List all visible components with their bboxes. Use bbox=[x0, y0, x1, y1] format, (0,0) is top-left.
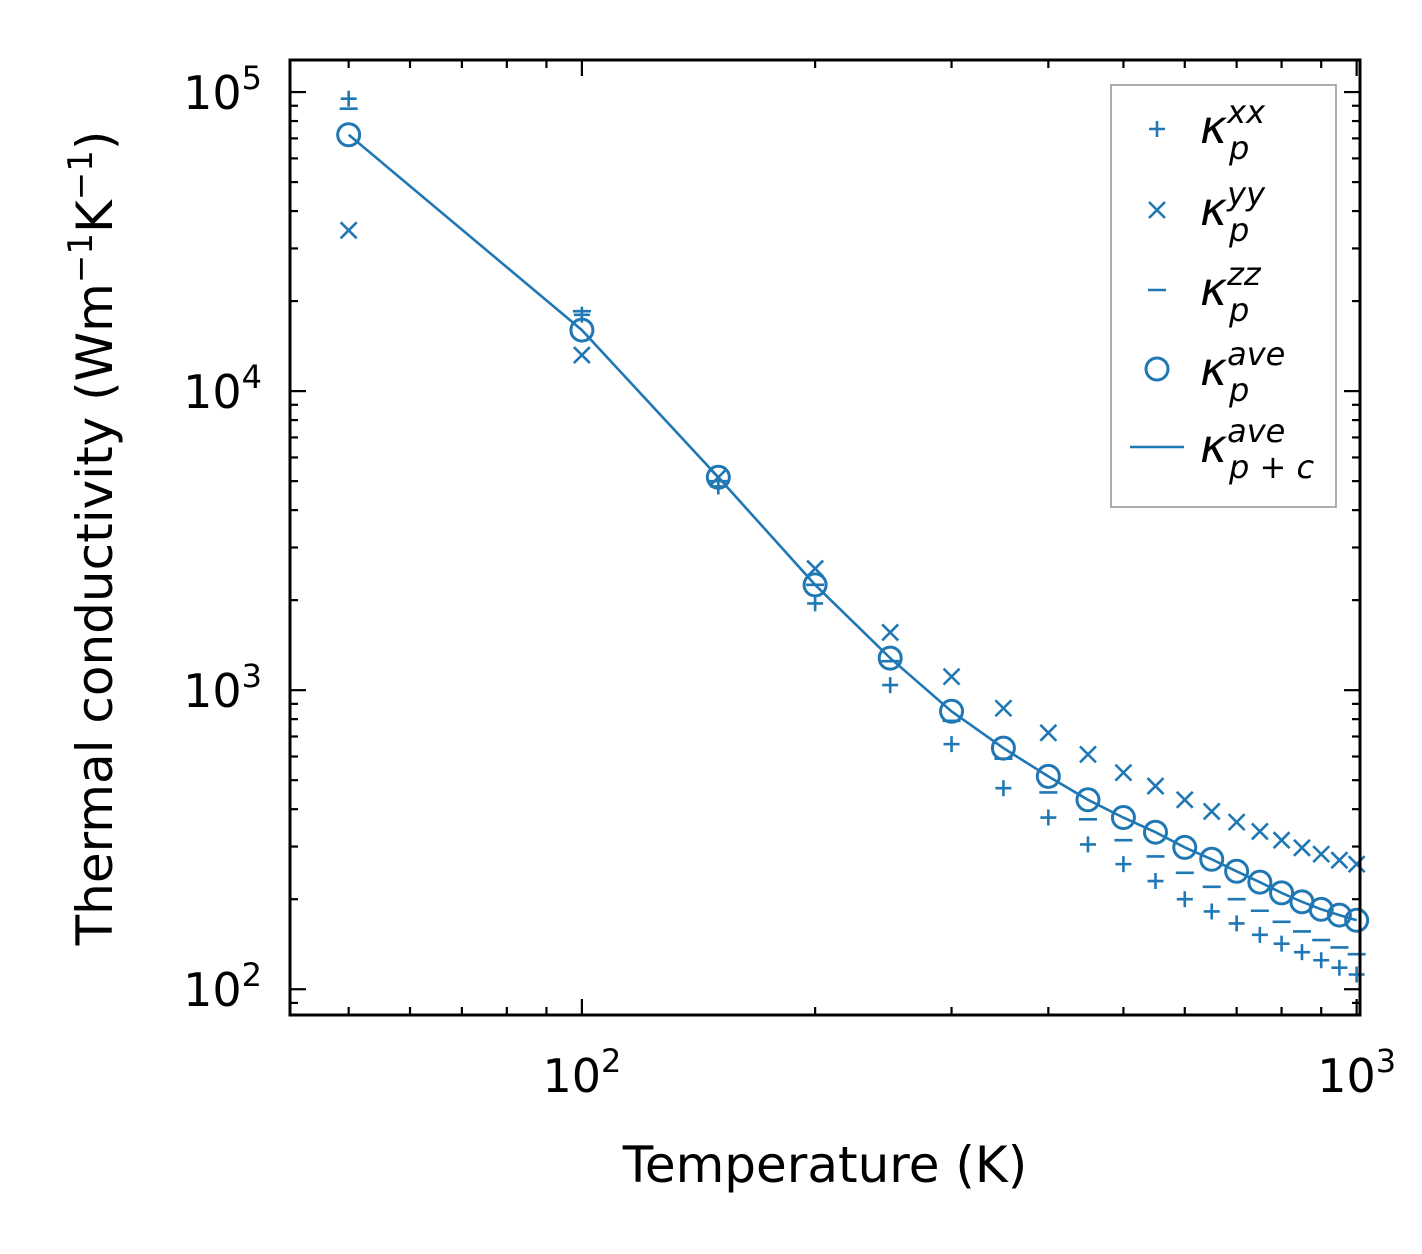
kappa_p_xx-point bbox=[882, 677, 899, 694]
series-kappa_p_ave bbox=[336, 122, 1370, 933]
kappa_p_ave-point bbox=[1199, 846, 1225, 872]
legend-label-kappa-p-zz: κzz p bbox=[1200, 255, 1262, 329]
kappa_p_ave-point bbox=[1308, 896, 1334, 922]
kappa_p_ave-point bbox=[939, 698, 965, 724]
kappa_p_xx-point bbox=[1293, 944, 1310, 961]
kappa_p_yy-point bbox=[1250, 822, 1269, 841]
y-axis-title-mid: K bbox=[66, 199, 124, 233]
kappa_p_yy-point bbox=[1039, 723, 1058, 742]
kappa_p_xx-point bbox=[943, 736, 960, 753]
kappa_p_yy-point bbox=[1293, 838, 1311, 857]
kappa_p_ave-point bbox=[569, 317, 595, 343]
kappa_p_plus_c_ave-line bbox=[347, 133, 1358, 922]
kappa_p_xx-point bbox=[1251, 926, 1268, 943]
kappa_p_ave-point bbox=[1172, 834, 1198, 860]
y-axis-title-base: Thermal conductivity (Wm bbox=[66, 283, 124, 946]
kappa_p_xx-point bbox=[1115, 856, 1132, 873]
kappa_p_yy-point bbox=[1114, 763, 1133, 782]
kappa_p_yy-point bbox=[881, 623, 900, 642]
plot-frame bbox=[288, 58, 1362, 1017]
kappa_p_ave-point bbox=[1247, 869, 1273, 895]
y-axis-title-end: ) bbox=[66, 131, 124, 151]
kappa_p_xx-point bbox=[1273, 935, 1290, 952]
kappa_p_yy-point bbox=[572, 346, 591, 364]
kappa_p_ave-point bbox=[802, 572, 828, 598]
legend-symbol-x bbox=[1148, 201, 1166, 219]
kappa_p_ave-point bbox=[877, 645, 903, 671]
legend-label-kappa-p-ave: κave p bbox=[1200, 335, 1285, 409]
kappa_p_xx-point bbox=[1348, 966, 1365, 983]
y-tick-label: 105 bbox=[183, 59, 262, 120]
kappa_p_yy-point bbox=[1202, 802, 1221, 821]
kappa_p_ave-point bbox=[1326, 902, 1352, 928]
kappa_p_yy-point bbox=[994, 699, 1013, 718]
kappa_p_xx-point bbox=[1176, 891, 1193, 908]
y-tick-label: 102 bbox=[183, 956, 262, 1017]
kappa_p_xx-point bbox=[1147, 873, 1164, 890]
kappa_p_yy-point bbox=[1227, 813, 1246, 832]
y-axis-title: Thermal conductivity (Wm−1K−1) bbox=[61, 131, 124, 947]
kappa_p_xx-point bbox=[340, 90, 357, 107]
kappa_p_xx-point bbox=[1331, 959, 1348, 976]
kappa_p_yy-point bbox=[1330, 851, 1349, 870]
kappa_p_ave-point bbox=[705, 464, 731, 490]
x-tick-label: 102 bbox=[542, 1042, 621, 1103]
kappa_p_xx-point bbox=[807, 595, 824, 612]
kappa_p_ave-point bbox=[1344, 907, 1370, 933]
kappa_p_xx-point bbox=[1040, 809, 1057, 826]
kappa_p_ave-point bbox=[1075, 787, 1101, 813]
kappa_p_yy-point bbox=[1079, 745, 1097, 764]
legend-symbol-plus bbox=[1149, 121, 1165, 137]
kappa_p_xx-point bbox=[1203, 903, 1220, 920]
kappa_p_ave-point bbox=[336, 122, 362, 148]
plot-area bbox=[336, 90, 1370, 983]
x-tick-label: 103 bbox=[1317, 1042, 1396, 1103]
kappa_p_yy-point bbox=[1312, 845, 1331, 864]
kappa_p_xx-point bbox=[1079, 836, 1096, 853]
kappa_p_yy-point bbox=[1272, 831, 1291, 850]
legend-frame bbox=[1110, 84, 1337, 508]
kappa_p_yy-point bbox=[1347, 855, 1366, 874]
legend-symbol-circle bbox=[1144, 356, 1170, 382]
legend-label-kappa-pc-ave: κave p + c bbox=[1200, 412, 1314, 486]
x-axis-title: Temperature (K) bbox=[622, 1136, 1027, 1194]
kappa_p_xx-point bbox=[995, 780, 1012, 797]
kappa_p_ave-point bbox=[1269, 880, 1295, 906]
kappa_p_ave-point bbox=[990, 735, 1016, 761]
y-axis-title-exp2: −1 bbox=[61, 150, 101, 200]
y-tick-label: 103 bbox=[183, 657, 262, 718]
legend: κxx p κyy p κzz p κave p κave p + c bbox=[1110, 84, 1337, 508]
series-kappa_p_plus_c_ave bbox=[347, 133, 1358, 922]
y-axis-title-exp1: −1 bbox=[61, 233, 101, 283]
kappa_p_xx-point bbox=[1313, 952, 1330, 969]
kappa_p_yy-point bbox=[942, 667, 961, 686]
x-tick-labels: 102 103 bbox=[542, 1042, 1396, 1103]
kappa_p_yy-point bbox=[1175, 790, 1194, 809]
kappa_p_ave-point bbox=[1110, 805, 1136, 831]
kappa_p_yy-point bbox=[1146, 777, 1165, 795]
kappa_p_yy-point bbox=[339, 221, 358, 240]
legend-symbols bbox=[1130, 121, 1184, 449]
y-tick-label: 104 bbox=[183, 358, 262, 419]
kappa_p_xx-point bbox=[1228, 915, 1245, 932]
legend-label-kappa-p-yy: κyy p bbox=[1200, 175, 1266, 249]
y-tick-labels: 102 103 104 105 bbox=[183, 59, 262, 1017]
kappa_p_ave-point bbox=[1035, 763, 1061, 789]
kappa_p_ave-point bbox=[1224, 858, 1250, 884]
kappa_p_ave-point bbox=[1142, 819, 1168, 845]
legend-label-kappa-p-xx: κxx p bbox=[1200, 93, 1266, 167]
